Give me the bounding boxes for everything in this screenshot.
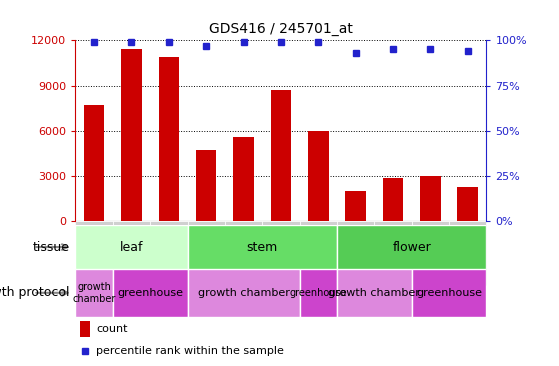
Bar — [159, 57, 179, 221]
Bar — [420, 176, 440, 221]
Bar — [411, 221, 449, 285]
Bar — [337, 221, 375, 285]
Bar — [345, 191, 366, 221]
Bar — [187, 221, 225, 285]
Text: growth chamber: growth chamber — [328, 288, 420, 298]
Text: percentile rank within the sample: percentile rank within the sample — [96, 346, 284, 356]
Text: greenhouse: greenhouse — [416, 288, 482, 298]
Bar — [196, 150, 216, 221]
Text: tissue: tissue — [33, 240, 70, 254]
Bar — [150, 221, 187, 285]
Bar — [79, 321, 90, 337]
Bar — [225, 221, 262, 285]
Bar — [383, 178, 403, 221]
Text: stem: stem — [247, 240, 278, 254]
Bar — [337, 269, 411, 317]
Bar — [187, 269, 300, 317]
Title: GDS416 / 245701_at: GDS416 / 245701_at — [209, 22, 353, 37]
Text: greenhouse: greenhouse — [290, 288, 347, 298]
Bar — [300, 221, 337, 285]
Bar — [84, 105, 105, 221]
Text: leaf: leaf — [120, 240, 143, 254]
Bar — [75, 221, 113, 285]
Bar — [449, 221, 486, 285]
Bar — [113, 221, 150, 285]
Text: flower: flower — [392, 240, 431, 254]
Bar — [187, 225, 337, 269]
Bar — [411, 269, 486, 317]
Text: greenhouse: greenhouse — [117, 288, 183, 298]
Bar — [113, 269, 187, 317]
Bar — [121, 49, 142, 221]
Bar — [75, 225, 187, 269]
Text: growth
chamber: growth chamber — [73, 282, 116, 304]
Bar — [457, 187, 478, 221]
Bar — [375, 221, 411, 285]
Bar — [75, 269, 113, 317]
Text: growth protocol: growth protocol — [0, 286, 70, 299]
Text: growth chamber: growth chamber — [198, 288, 290, 298]
Bar — [300, 269, 337, 317]
Bar — [233, 137, 254, 221]
Bar — [262, 221, 300, 285]
Text: count: count — [96, 324, 127, 335]
Bar — [271, 90, 291, 221]
Bar — [337, 225, 486, 269]
Bar — [308, 131, 329, 221]
